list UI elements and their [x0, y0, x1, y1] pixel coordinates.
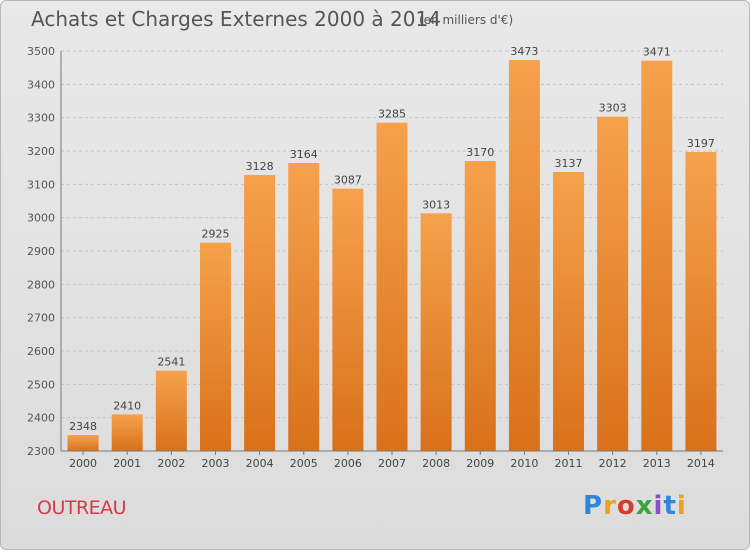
- data-label: 2925: [201, 228, 229, 241]
- bar: [597, 116, 629, 452]
- proxiti-logo[interactable]: Proxiti: [583, 491, 687, 521]
- x-tick-label: 2011: [555, 457, 583, 470]
- data-label: 2541: [157, 356, 185, 369]
- data-label: 3170: [466, 146, 494, 159]
- x-tick-label: 2006: [334, 457, 362, 470]
- bar: [332, 188, 364, 451]
- bar: [376, 122, 408, 452]
- town-name: OUTREAU: [37, 497, 127, 519]
- x-tick-label: 2013: [643, 457, 671, 470]
- y-tick-label: 3100: [27, 178, 55, 191]
- y-tick-label: 3000: [27, 212, 55, 225]
- data-label: 2348: [69, 420, 97, 433]
- y-tick-label: 2700: [27, 312, 55, 325]
- y-tick-label: 2900: [27, 245, 55, 258]
- y-tick-label: 3200: [27, 145, 55, 158]
- y-tick-label: 2500: [27, 378, 55, 391]
- x-tick-label: 2002: [157, 457, 185, 470]
- bar: [508, 60, 540, 451]
- bar: [155, 370, 187, 451]
- data-label: 3128: [246, 160, 274, 173]
- data-label: 3087: [334, 174, 362, 187]
- bar: [420, 213, 452, 451]
- data-label: 3137: [555, 157, 583, 170]
- bar: [553, 172, 585, 451]
- bar: [199, 242, 231, 451]
- bar: [464, 161, 496, 451]
- data-label: 3013: [422, 198, 450, 211]
- bar: [111, 414, 143, 451]
- bar: [67, 435, 99, 451]
- data-label: 2410: [113, 399, 141, 412]
- data-label: 3473: [510, 45, 538, 58]
- x-tick-label: 2004: [246, 457, 274, 470]
- x-tick-label: 2007: [378, 457, 406, 470]
- y-tick-label: 2800: [27, 278, 55, 291]
- y-tick-label: 3500: [27, 45, 55, 58]
- data-label: 3303: [599, 102, 627, 115]
- x-tick-label: 2008: [422, 457, 450, 470]
- bar: [641, 60, 673, 452]
- x-tick-label: 2001: [113, 457, 141, 470]
- x-tick-label: 2012: [599, 457, 627, 470]
- data-label: 3471: [643, 46, 671, 59]
- x-tick-label: 2014: [687, 457, 715, 470]
- bar: [288, 163, 320, 451]
- y-tick-label: 2300: [27, 445, 55, 458]
- x-tick-label: 2009: [466, 457, 494, 470]
- chart-subtitle: (en milliers d'€): [419, 13, 514, 27]
- x-tick-label: 2000: [69, 457, 97, 470]
- chart-title: Achats et Charges Externes 2000 à 2014: [31, 7, 441, 31]
- y-tick-label: 3400: [27, 78, 55, 91]
- x-tick-label: 2005: [290, 457, 318, 470]
- bar: [244, 175, 276, 451]
- bars: 2348 2410 2541 2925 3128 3164 3087 3285 3013 3170…: [67, 45, 717, 452]
- data-label: 3285: [378, 108, 406, 121]
- axes: 2300 2400 2500 2600 2700 2800 2900 3000 3100 3200…: [27, 45, 723, 470]
- y-tick-label: 2400: [27, 412, 55, 425]
- y-tick-label: 3300: [27, 112, 55, 125]
- y-tick-label: 2600: [27, 345, 55, 358]
- data-label: 3197: [687, 137, 715, 150]
- data-label: 3164: [290, 148, 318, 161]
- bar: [685, 152, 717, 451]
- x-tick-label: 2010: [510, 457, 538, 470]
- x-tick-label: 2003: [201, 457, 229, 470]
